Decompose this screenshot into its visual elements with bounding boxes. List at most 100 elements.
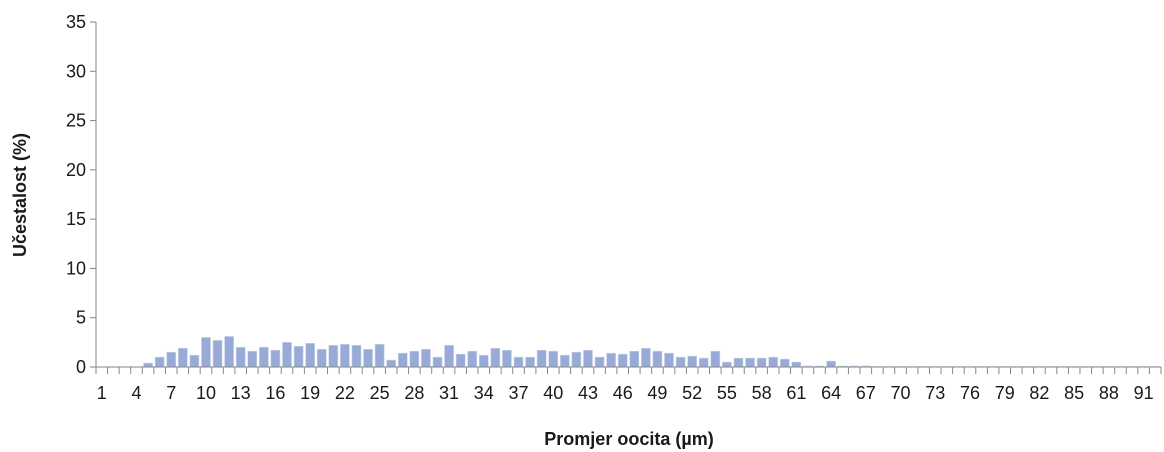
x-tick-label: 85 — [1064, 383, 1084, 403]
y-tick-label: 0 — [76, 357, 86, 377]
x-tick-label: 28 — [404, 383, 424, 403]
x-tick-label: 10 — [196, 383, 216, 403]
x-tick-label: 67 — [856, 383, 876, 403]
x-tick-label: 16 — [265, 383, 285, 403]
bar — [467, 350, 478, 368]
bar — [560, 354, 570, 368]
y-tick-label: 15 — [66, 209, 86, 229]
bar — [282, 342, 292, 368]
x-tick-label: 34 — [474, 383, 494, 403]
bar — [340, 344, 350, 368]
x-tick-label: 55 — [717, 383, 737, 403]
bar — [525, 356, 535, 368]
x-tick-label: 25 — [370, 383, 390, 403]
y-tick-label: 20 — [66, 160, 86, 180]
x-tick-label: 43 — [578, 383, 598, 403]
bar — [386, 359, 397, 368]
bar — [478, 354, 489, 368]
x-tick-label: 76 — [960, 383, 980, 403]
bar — [629, 350, 640, 368]
bar — [791, 361, 802, 368]
bar — [455, 353, 466, 368]
bar — [594, 356, 605, 368]
x-tick-label: 22 — [335, 383, 355, 403]
bar — [293, 345, 304, 368]
y-tick-label: 35 — [66, 12, 86, 32]
bar — [143, 362, 153, 368]
bar — [363, 348, 373, 368]
bar — [571, 351, 582, 368]
bar — [270, 349, 281, 368]
bar — [733, 357, 744, 368]
bar — [779, 358, 790, 368]
bar — [316, 348, 327, 368]
bar — [432, 356, 443, 368]
x-tick-label: 82 — [1029, 383, 1049, 403]
x-tick-label: 31 — [439, 383, 459, 403]
bar — [409, 350, 420, 368]
bar — [166, 351, 177, 368]
x-tick-label: 40 — [543, 383, 563, 403]
bar — [583, 349, 593, 368]
bar — [178, 347, 188, 368]
bar — [235, 346, 246, 368]
x-tick-label: 91 — [1134, 383, 1154, 403]
bar — [421, 348, 431, 368]
bar — [490, 347, 501, 368]
bar — [305, 343, 315, 368]
bar — [641, 347, 651, 368]
bar — [201, 337, 211, 368]
bar — [687, 355, 697, 368]
bar — [698, 357, 709, 368]
x-tick-label: 37 — [509, 383, 529, 403]
bar — [756, 357, 767, 368]
x-tick-label: 13 — [231, 383, 251, 403]
bar — [768, 356, 779, 368]
bar — [652, 350, 663, 368]
x-tick-label: 70 — [891, 383, 911, 403]
x-tick-label: 58 — [752, 383, 772, 403]
bar — [548, 350, 559, 368]
x-tick-label: 19 — [300, 383, 320, 403]
bar — [826, 360, 836, 368]
x-tick-label: 79 — [995, 383, 1015, 403]
bar — [154, 356, 165, 368]
bars-group — [143, 336, 1161, 368]
bar — [617, 353, 628, 368]
bar — [444, 345, 454, 368]
x-tick-label: 49 — [647, 383, 667, 403]
bar — [606, 352, 616, 368]
bar — [247, 350, 258, 368]
bar — [351, 345, 362, 368]
y-tick-label: 25 — [66, 111, 86, 131]
y-tick-label: 30 — [66, 61, 86, 81]
bar — [328, 345, 339, 368]
bar — [397, 352, 408, 368]
x-tick-label: 73 — [925, 383, 945, 403]
y-tick-label: 10 — [66, 258, 86, 278]
x-ticks-group: 1 4 7 10 13 16 19 22 25 28 31 34 37 40 43 46 49 52 55 58 61 6… — [95, 367, 1162, 403]
bar — [189, 354, 200, 368]
x-tick-label: 52 — [682, 383, 702, 403]
bar — [224, 336, 234, 368]
x-axis-title: Promjer oocita (µm) — [544, 429, 713, 449]
bar — [513, 356, 524, 368]
x-tick-label: 46 — [613, 383, 633, 403]
x-tick-label: 88 — [1099, 383, 1119, 403]
x-tick-label: 64 — [821, 383, 841, 403]
y-axis-title: Učestalost (%) — [10, 133, 30, 257]
bar — [536, 349, 547, 368]
bar — [212, 340, 223, 368]
bar — [374, 344, 385, 368]
y-ticks-group: 0 5 10 15 20 25 30 35 — [66, 12, 96, 377]
bar — [675, 356, 686, 368]
x-tick-label: 1 — [97, 383, 107, 403]
bar — [745, 357, 755, 368]
bar — [664, 352, 674, 368]
x-tick-label: 61 — [786, 383, 806, 403]
x-tick-label: 7 — [166, 383, 176, 403]
x-tick-label: 4 — [132, 383, 142, 403]
y-tick-label: 5 — [76, 308, 86, 328]
bar — [710, 350, 721, 368]
